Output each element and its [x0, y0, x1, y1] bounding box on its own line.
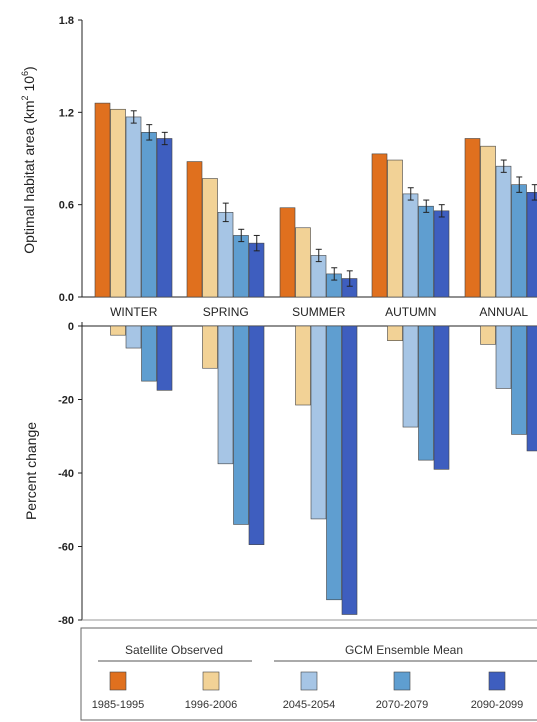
legend-swatch [202, 671, 220, 691]
bottom-y-tick-label: -80 [58, 615, 74, 627]
bottom-bar [248, 325, 265, 545]
top-bar [125, 116, 142, 298]
top-y-axis-title: Optimal habitat area (km2 106) [20, 66, 37, 253]
bottom-bar [433, 325, 450, 470]
top-bar [526, 192, 537, 298]
legend-swatch [300, 671, 318, 691]
top-bar [511, 184, 527, 298]
legend-item-label: 2070-2079 [376, 699, 429, 711]
top-bar [418, 205, 434, 298]
top-bar [94, 102, 111, 298]
bottom-bar [141, 325, 157, 382]
top-bar [464, 138, 481, 298]
top-bar [387, 159, 403, 298]
top-bar [110, 108, 126, 298]
bottom-y-tick-label: -20 [58, 395, 74, 407]
bottom-y-tick-label: -40 [58, 468, 74, 480]
bottom-y-axis-title: Percent change [23, 422, 39, 520]
legend-box [80, 627, 537, 721]
bottom-bar [511, 325, 527, 435]
category-label: WINTER [110, 305, 158, 319]
category-label: SUMMER [292, 305, 346, 319]
bottom-bar [341, 325, 358, 615]
top-chart-panel: 0.0 0.6 1.2 1.8 WINTER SPRING SUMMER AUTUMN ANNU… [59, 15, 537, 319]
top-bar [233, 235, 249, 298]
top-bar [217, 212, 234, 298]
category-label: AUTUMN [385, 305, 436, 319]
top-bar [279, 207, 296, 298]
bottom-bar [295, 325, 311, 406]
bottom-bar [387, 325, 403, 341]
legend-item-label: 1996-2006 [185, 699, 238, 711]
legend-item-label: 2045-2054 [283, 699, 336, 711]
bottom-bar [233, 325, 249, 525]
bottom-bar [110, 325, 126, 336]
bottom-bar [480, 325, 496, 345]
legend-swatch [109, 671, 127, 691]
category-label: ANNUAL [479, 305, 528, 319]
bottom-bar [156, 325, 173, 391]
top-bar [295, 227, 311, 298]
legend-swatch [393, 671, 411, 691]
bottom-bar [202, 325, 218, 369]
bottom-bar [526, 325, 537, 452]
bottom-bar [418, 325, 434, 461]
legend-item-label: 2090-2099 [471, 699, 524, 711]
top-bar [141, 132, 157, 298]
top-bar [495, 165, 512, 298]
legend-group-satellite-observed: Satellite Observed [125, 643, 223, 657]
top-bar [186, 161, 203, 298]
bottom-bar [310, 325, 327, 520]
top-y-tick-label: 0.0 [59, 292, 74, 304]
bottom-y-tick-label: -60 [58, 542, 74, 554]
bottom-bar [326, 325, 342, 601]
bottom-bar [402, 325, 419, 428]
top-bar [202, 178, 218, 298]
legend: Satellite Observed GCM Ensemble Mean 198… [80, 627, 537, 721]
bottom-bar [495, 325, 512, 389]
legend-item-label: 1985-1995 [92, 699, 145, 711]
bottom-bar [125, 325, 142, 349]
top-y-tick-label: 1.2 [59, 107, 74, 119]
top-bar [156, 138, 173, 298]
top-y-tick-label: 1.8 [59, 15, 74, 27]
top-bar [480, 145, 496, 298]
bottom-chart-panel: 0 -20 -40 -60 -80 [58, 321, 537, 627]
bottom-y-tick-label: 0 [68, 321, 74, 333]
top-y-tick-label: 0.6 [59, 200, 74, 212]
legend-swatch [488, 671, 506, 691]
top-bar [402, 193, 419, 298]
top-bar [433, 210, 450, 298]
top-bar [371, 153, 388, 298]
legend-group-gcm-ensemble-mean: GCM Ensemble Mean [345, 643, 463, 657]
category-label: SPRING [203, 305, 249, 319]
bottom-bar [217, 325, 234, 465]
